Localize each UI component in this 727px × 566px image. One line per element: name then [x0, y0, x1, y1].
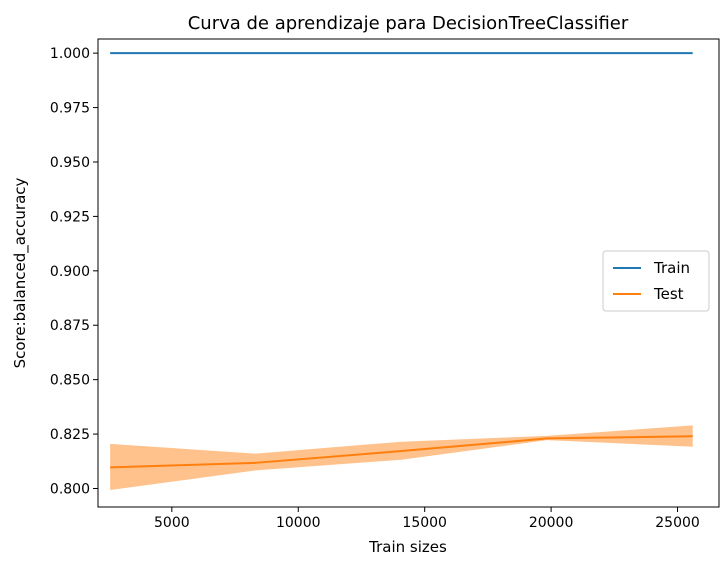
legend-label-test: Test: [653, 285, 684, 303]
y-tick-label: 0.825: [50, 427, 90, 443]
legend-label-train: Train: [653, 259, 690, 277]
y-tick-label: 0.925: [50, 209, 90, 225]
x-tick-label: 25000: [655, 515, 700, 531]
y-tick-label: 0.850: [50, 373, 90, 389]
x-tick-label: 20000: [529, 515, 574, 531]
y-tick-label: 0.800: [50, 481, 90, 497]
x-tick-label: 5000: [154, 515, 190, 531]
y-axis-title: Score:balanced_accuracy: [11, 177, 30, 368]
y-tick-label: 0.975: [50, 101, 90, 117]
y-tick-label: 0.950: [50, 155, 90, 171]
chart-title: Curva de aprendizaje para DecisionTreeCl…: [188, 13, 629, 34]
y-axis: 0.800 0.825 0.850 0.875 0.900 0.925 0.950 0.975…: [50, 46, 98, 497]
series-test-band: [110, 425, 693, 491]
y-tick-label: 0.875: [50, 318, 90, 334]
y-tick-label: 0.900: [50, 264, 90, 280]
x-axis: 5000 10000 15000 20000 25000: [154, 507, 700, 531]
plot-frame: [97, 38, 720, 508]
legend-box: [602, 250, 710, 312]
plot-area: [110, 52, 693, 491]
legend: Train Test: [602, 250, 710, 312]
x-axis-title: Train sizes: [368, 538, 447, 556]
y-tick-label: 1.000: [50, 46, 90, 62]
x-tick-label: 10000: [276, 515, 321, 531]
x-tick-label: 15000: [402, 515, 447, 531]
